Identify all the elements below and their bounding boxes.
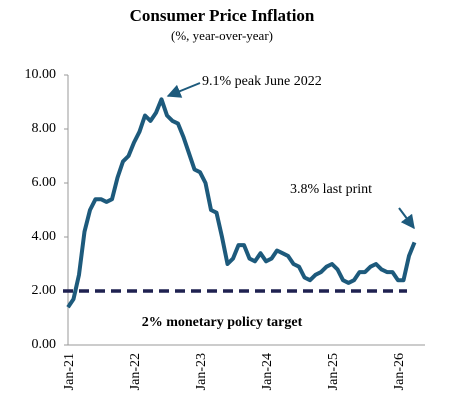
- chart-title: Consumer Price Inflation: [130, 6, 315, 25]
- x-tick-label: Jan-24: [260, 353, 275, 390]
- annotation-arrow: [398, 207, 415, 230]
- annotation-arrow: [166, 82, 201, 98]
- y-tick-label: 8.00: [32, 121, 57, 136]
- cpi-line: [66, 97, 417, 309]
- x-tick-label: Jan-22: [128, 353, 143, 390]
- x-tick-label: Jan-23: [194, 353, 209, 390]
- x-tick-label: Jan-26: [392, 353, 407, 390]
- x-tick-label: Jan-25: [326, 353, 341, 390]
- annotation: 3.8% last print: [290, 182, 372, 197]
- target-label: 2% monetary policy target: [142, 315, 303, 330]
- chart-subtitle: (%, year-over-year): [171, 28, 273, 43]
- annotation: 9.1% peak June 2022: [202, 74, 322, 89]
- y-tick-label: 6.00: [32, 175, 57, 190]
- y-tick-label: 4.00: [32, 229, 57, 244]
- y-tick-label: 10.00: [25, 67, 57, 82]
- x-tick-label: Jan-21: [62, 353, 77, 390]
- y-tick-label: 0.00: [32, 337, 57, 352]
- y-tick-label: 2.00: [32, 283, 57, 298]
